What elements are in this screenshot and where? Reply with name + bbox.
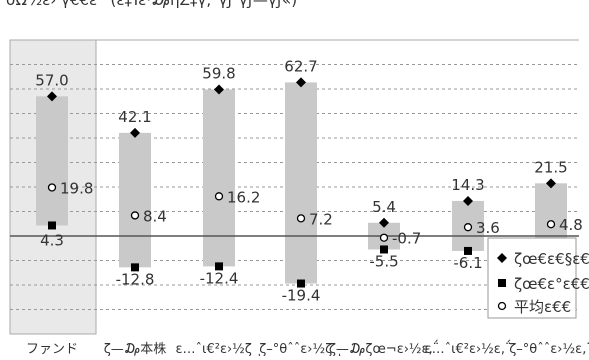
min-marker (297, 279, 305, 288)
min-marker (464, 246, 472, 255)
avg-value-label: 4.8 (559, 216, 583, 234)
min-marker (215, 262, 223, 271)
max-marker (130, 127, 140, 138)
max-value-label: 62.7 (284, 57, 317, 75)
avg-value-label: 3.6 (476, 219, 500, 237)
max-value-label: 21.5 (534, 158, 567, 176)
max-value-label: 57.0 (35, 71, 68, 89)
max-marker (463, 195, 473, 206)
min-value-label: -19.4 (282, 287, 321, 305)
avg-marker (130, 211, 140, 220)
max-marker (296, 77, 306, 88)
max-marker (379, 217, 389, 228)
range-bar (36, 96, 68, 226)
avg-marker (546, 220, 556, 229)
chart-header: οΏ½ε› γ€€ε¹΄(ε‡Ίε·₯ηŽ‡γ‚΅γƒ³γƒ—γƒ«) (6, 0, 298, 9)
category-label: ζ–°θˆˆε›½ζ ͺ (259, 342, 343, 356)
legend-max-marker (497, 253, 507, 263)
category-label: ζ—₯ζœ¬ε›½ε‚΅ (329, 341, 439, 356)
legend-label: ζœ€ε°ε€€ (514, 275, 589, 293)
category-label: ζ—₯本株 (104, 342, 167, 356)
avg-value-label: 19.8 (60, 179, 93, 197)
max-marker (47, 91, 57, 102)
avg-value-label: 16.2 (227, 188, 260, 206)
range-bar (203, 89, 235, 267)
range-bar (119, 132, 151, 268)
legend-label: 平均ε€€ (514, 298, 571, 316)
max-value-label: 59.8 (202, 64, 235, 82)
max-value-label: 14.3 (451, 176, 484, 194)
avg-value-label: 7.2 (309, 210, 333, 228)
category-label: ε…ˆι€²ε›½ε‚΅ (425, 341, 512, 356)
min-marker (131, 263, 139, 272)
avg-marker (379, 233, 389, 242)
avg-marker (463, 223, 473, 232)
min-marker (380, 245, 388, 254)
avg-value-label: 8.4 (143, 207, 167, 225)
min-marker (48, 221, 56, 230)
avg-marker (214, 192, 224, 201)
category-label: ファンド (26, 342, 78, 356)
legend-min-marker (498, 279, 506, 287)
avg-value-label: -0.7 (392, 230, 421, 248)
avg-marker (296, 214, 306, 223)
legend-label: ζœ€ε€§ε€€ (514, 250, 589, 268)
min-value-label: -5.5 (369, 252, 398, 270)
max-marker (214, 84, 224, 95)
legend-avg-marker (497, 301, 507, 311)
max-value-label: 42.1 (118, 108, 151, 126)
category-label: ε…ˆι€²ε›½ζ ͺ (176, 342, 263, 356)
max-value-label: 5.4 (372, 198, 396, 216)
min-value-label: 4.3 (40, 231, 64, 249)
range-bar (285, 82, 317, 284)
max-marker (546, 178, 556, 189)
min-value-label: -6.1 (453, 254, 482, 272)
min-value-label: -12.4 (200, 269, 239, 287)
category-label: ζ–°θˆˆε›½ε‚΅ (509, 341, 589, 356)
avg-marker (47, 183, 57, 192)
min-value-label: -12.8 (116, 270, 155, 288)
